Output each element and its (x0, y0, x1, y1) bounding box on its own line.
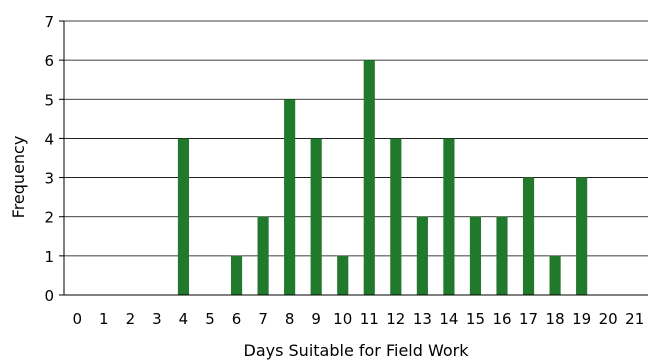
bar-11 (363, 60, 375, 296)
bar-15 (469, 216, 482, 295)
x-tick-label: 13 (413, 310, 432, 328)
bars (177, 60, 588, 296)
x-tick-label: 21 (625, 310, 644, 328)
x-tick-label: 18 (546, 310, 565, 328)
x-tick-label: 16 (492, 310, 511, 328)
bar-10 (337, 255, 349, 295)
bar-13 (416, 216, 428, 295)
bar-16 (496, 216, 508, 295)
y-tick-label: 0 (44, 287, 54, 305)
y-axis-title: Frequency (9, 136, 28, 219)
y-tick-label: 7 (44, 13, 54, 31)
bar-7 (257, 216, 269, 295)
x-tick-label: 1 (99, 310, 109, 328)
bar-19 (576, 177, 588, 295)
y-tick-labels: 0 1 2 3 4 5 6 7 (44, 13, 54, 305)
bar-6 (230, 255, 243, 295)
y-tick-label: 3 (44, 170, 54, 188)
x-tick-label: 2 (126, 310, 136, 328)
bar-17 (522, 177, 535, 295)
x-tick-label: 19 (572, 310, 591, 328)
y-tick-label: 2 (44, 209, 54, 227)
x-tick-label: 14 (439, 310, 458, 328)
bar-14 (443, 138, 455, 295)
y-tick-label: 5 (44, 91, 54, 109)
x-tick-label: 8 (285, 310, 295, 328)
y-tick-label: 6 (44, 52, 54, 70)
x-tick-label: 0 (72, 310, 82, 328)
gridlines (59, 20, 648, 296)
bar-4 (177, 138, 190, 295)
x-tick-label: 17 (519, 310, 538, 328)
y-tick-label: 4 (44, 130, 54, 148)
x-tick-label: 15 (466, 310, 485, 328)
bar-8 (284, 99, 296, 296)
x-tick-label: 3 (152, 310, 162, 328)
x-tick-label: 6 (232, 310, 242, 328)
x-tick-label: 10 (333, 310, 352, 328)
x-tick-label: 4 (179, 310, 189, 328)
x-tick-label: 9 (311, 310, 321, 328)
bar-18 (549, 255, 561, 295)
x-tick-label: 20 (599, 310, 618, 328)
x-tick-labels: 0 1 2 3 4 5 6 7 8 9 10 11 12 13 14 15 16 17 18 19 20 21 (72, 310, 644, 328)
x-tick-label: 11 (360, 310, 379, 328)
bar-9 (310, 138, 322, 295)
x-tick-label: 12 (386, 310, 405, 328)
x-axis-title: Days Suitable for Field Work (244, 341, 470, 360)
x-tick-label: 5 (205, 310, 215, 328)
x-tick-label: 7 (258, 310, 268, 328)
bar-12 (390, 138, 402, 295)
y-tick-label: 1 (44, 248, 54, 266)
